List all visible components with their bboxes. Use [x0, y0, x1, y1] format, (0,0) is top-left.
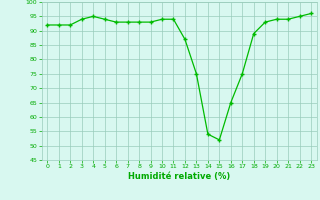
X-axis label: Humidité relative (%): Humidité relative (%): [128, 172, 230, 181]
